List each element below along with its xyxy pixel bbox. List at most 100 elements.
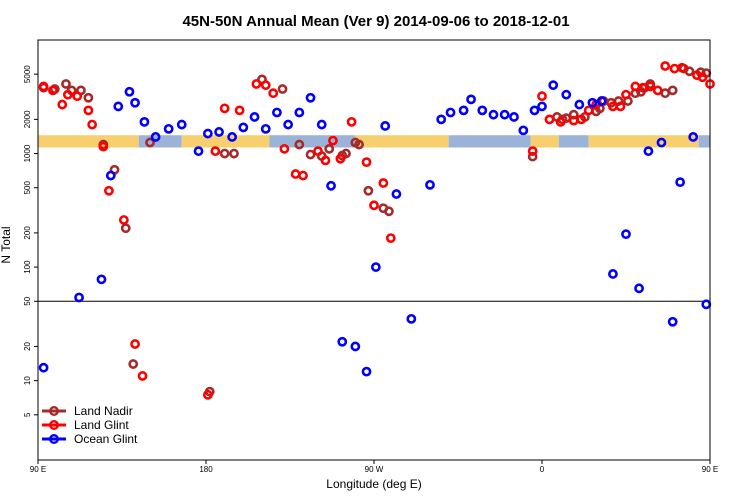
point-ocean-glint — [608, 269, 618, 279]
y-tick-label: 100 — [23, 260, 32, 274]
point-land-glint — [268, 88, 279, 99]
point-land-glint — [677, 62, 687, 73]
point-ocean-glint — [391, 189, 402, 199]
point-land-glint — [621, 89, 631, 100]
point-ocean-glint — [537, 101, 547, 112]
point-ocean-glint — [406, 313, 417, 324]
y-axis: 5 10 20 50 100 200 500 1000 2000 5000 — [23, 65, 38, 417]
y-tick-label: 50 — [23, 296, 32, 305]
band-segment-ocean — [558, 135, 589, 148]
y-tick-label: 2000 — [23, 110, 32, 128]
point-ocean-glint — [529, 105, 540, 116]
point-land-glint — [130, 339, 140, 349]
point-land-glint — [72, 91, 83, 102]
x-tick-label: 90 W — [365, 465, 384, 474]
point-ocean-glint — [316, 119, 327, 130]
point-land-glint — [346, 116, 357, 127]
point-land-glint — [210, 146, 221, 157]
point-land-nadir — [294, 139, 305, 150]
point-ocean-glint — [283, 119, 294, 130]
band-segment-land — [181, 135, 270, 148]
point-land-glint — [555, 116, 566, 127]
point-ocean-glint — [667, 316, 678, 327]
point-land-glint — [298, 170, 308, 181]
legend-label-ocean-glint: Ocean Glint — [74, 432, 138, 446]
point-land-nadir — [341, 148, 351, 159]
point-land-nadir — [384, 206, 394, 217]
y-tick-label: 500 — [23, 181, 32, 195]
point-ocean-glint — [675, 177, 686, 188]
point-land-nadir — [684, 66, 695, 77]
legend-marker-ocean-glint — [49, 434, 60, 445]
point-land-glint — [537, 91, 547, 102]
point-ocean-glint — [139, 116, 150, 127]
point-ocean-glint — [548, 80, 559, 91]
point-ocean-glint — [74, 292, 84, 303]
point-land-nadir — [305, 149, 316, 160]
legend-label-land-glint: Land Glint — [74, 418, 129, 432]
band-segment-land — [38, 135, 139, 148]
point-ocean-glint — [150, 132, 161, 142]
point-ocean-glint — [596, 96, 607, 106]
point-land-glint — [378, 178, 389, 188]
point-ocean-glint — [272, 107, 282, 118]
y-tick-label: 5 — [23, 412, 32, 417]
point-land-glint — [583, 105, 594, 116]
y-axis-label: N Total — [0, 226, 13, 263]
point-ocean-glint — [305, 92, 316, 103]
chart-title: 45N-50N Annual Mean (Ver 9) 2014-09-06 t… — [182, 13, 569, 30]
point-ocean-glint — [656, 137, 667, 148]
point-land-glint — [697, 72, 708, 83]
point-ocean-glint — [634, 283, 644, 294]
point-land-glint — [328, 135, 338, 146]
plot-area — [38, 61, 715, 400]
point-land-nadir — [61, 79, 71, 89]
point-ocean-glint — [38, 362, 49, 373]
point-land-glint — [260, 80, 271, 91]
point-land-nadir — [363, 185, 374, 196]
point-land-glint — [335, 153, 346, 164]
legend-entry-land-nadir: Land Nadir — [42, 404, 133, 418]
band-segment-ocean — [448, 135, 531, 148]
point-land-glint — [202, 389, 213, 400]
point-land-glint — [219, 103, 230, 114]
point-ocean-glint — [561, 89, 572, 100]
legend-marker-land-glint — [49, 420, 60, 431]
point-land-glint — [83, 105, 94, 116]
point-land-glint — [544, 114, 555, 125]
point-land-glint — [118, 215, 129, 225]
point-land-glint — [98, 141, 109, 152]
point-ocean-glint — [176, 119, 187, 130]
y-tick-label: 200 — [23, 226, 32, 240]
point-ocean-glint — [380, 121, 391, 131]
legend-label-land-nadir: Land Nadir — [74, 404, 133, 418]
point-ocean-glint — [574, 99, 585, 110]
point-land-nadir — [527, 151, 538, 162]
point-ocean-glint — [587, 97, 598, 108]
point-ocean-glint — [163, 123, 174, 134]
y-tick-label: 20 — [23, 341, 32, 350]
point-land-glint — [137, 371, 148, 381]
point-land-glint — [87, 119, 98, 130]
point-land-glint — [279, 143, 290, 154]
point-ocean-glint — [227, 132, 238, 142]
point-ocean-glint — [488, 109, 499, 120]
point-ocean-glint — [518, 125, 529, 136]
point-ocean-glint — [425, 179, 435, 190]
point-land-nadir — [229, 148, 239, 159]
point-ocean-glint — [260, 123, 271, 134]
point-land-glint — [48, 85, 58, 96]
point-land-glint — [369, 200, 379, 211]
point-land-glint — [652, 85, 663, 96]
band-segment-land — [588, 135, 699, 148]
point-ocean-glint — [445, 107, 456, 118]
point-land-glint — [234, 105, 245, 116]
point-land-nadir — [277, 84, 288, 94]
point-ocean-glint — [294, 107, 305, 118]
point-land-glint — [62, 89, 73, 100]
band-segment-land — [530, 135, 559, 148]
point-land-glint — [57, 99, 68, 110]
point-land-glint — [320, 155, 331, 166]
legend-marker-land-nadir — [49, 406, 60, 417]
